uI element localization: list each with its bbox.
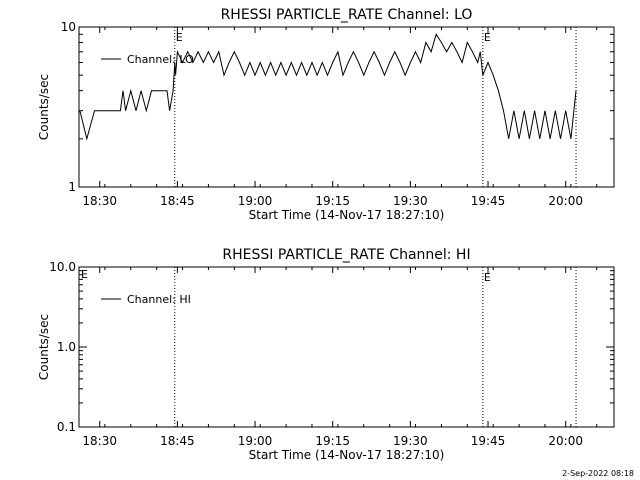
panel-2-y-tick-label: 1.0	[57, 340, 76, 354]
panel-1-x-axis-label: Start Time (14-Nov-17 18:27:10)	[249, 208, 445, 222]
panel-1-x-tick-label: 19:15	[315, 194, 350, 208]
panel-2-x-tick-label: 19:15	[315, 434, 350, 448]
panel-2-y-tick-label: 0.1	[57, 420, 76, 434]
footer-timestamp: 2-Sep-2022 08:18	[562, 469, 634, 478]
panel-2-y-axis-label: Counts/sec	[37, 314, 51, 380]
panel-1-title: RHESSI PARTICLE_RATE Channel: LO	[221, 7, 473, 23]
panel-2-x-axis-label: Start Time (14-Nov-17 18:27:10)	[249, 448, 445, 462]
panel-1-y-tick-label: 10	[61, 20, 76, 34]
panel-2-frame	[78, 266, 615, 428]
panel-2-y-tick-label: 10.0	[49, 260, 76, 274]
panel-1-x-tick-label: 19:00	[238, 194, 273, 208]
panel-2-title: RHESSI PARTICLE_RATE Channel: HI	[222, 247, 470, 263]
panel-1-x-tick-label: 19:45	[471, 194, 506, 208]
panel-1-x-tick-label: 20:00	[548, 194, 583, 208]
panel-1-x-tick-label: 19:30	[393, 194, 428, 208]
panel-2-corner-label: E	[81, 268, 88, 281]
panel-2-marker-label: E	[484, 271, 491, 284]
panel-2-x-tick-label: 18:30	[82, 434, 117, 448]
panel-1-x-tick-label: 18:30	[82, 194, 117, 208]
panel-1-legend-label: Channel: LO	[127, 53, 194, 66]
panel-1-y-axis-label: Counts/sec	[37, 74, 51, 140]
panel-2-x-tick-label: 20:00	[548, 434, 583, 448]
panel-2-x-tick-label: 19:00	[238, 434, 273, 448]
panel-2-x-tick-label: 19:45	[471, 434, 506, 448]
panel-1-marker-label: E	[176, 31, 183, 44]
panel-1-marker-label: E	[484, 31, 491, 44]
panel-2-legend-label: Channel: HI	[127, 293, 191, 306]
panel-1-y-tick-label: 1	[68, 180, 76, 194]
panel-1-series-line	[79, 33, 577, 141]
panel-2-x-tick-label: 19:30	[393, 434, 428, 448]
panel-1-x-tick-label: 18:45	[160, 194, 195, 208]
panel-1-frame	[78, 26, 615, 188]
panel-2-x-tick-label: 18:45	[160, 434, 195, 448]
